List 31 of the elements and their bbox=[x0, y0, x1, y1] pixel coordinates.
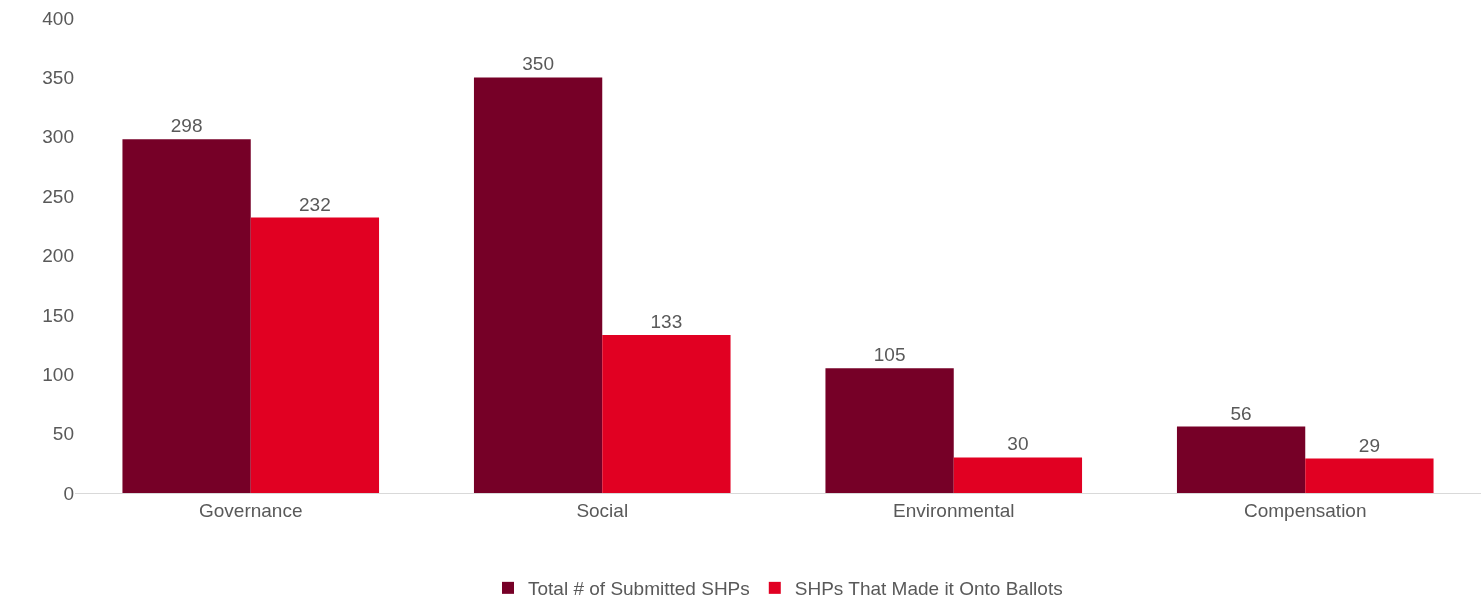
data-label: 350 bbox=[522, 53, 554, 75]
y-tick-label: 350 bbox=[42, 67, 74, 89]
bar bbox=[473, 77, 603, 493]
y-tick-label: 50 bbox=[52, 423, 74, 445]
bar bbox=[250, 217, 380, 493]
data-label: 232 bbox=[299, 193, 331, 215]
bar bbox=[953, 457, 1083, 493]
bar bbox=[1305, 458, 1434, 493]
y-tick-label: 0 bbox=[63, 482, 74, 504]
data-label: 133 bbox=[650, 311, 683, 333]
x-tick-label: Environmental bbox=[893, 499, 1015, 521]
y-tick-label: 300 bbox=[42, 126, 74, 148]
y-tick-label: 400 bbox=[42, 7, 74, 29]
bar bbox=[122, 139, 251, 493]
data-label: 105 bbox=[873, 344, 906, 366]
x-tick-label: Social bbox=[576, 499, 629, 521]
legend-label: Total # of Submitted SHPs bbox=[528, 578, 750, 600]
data-label: 30 bbox=[1007, 433, 1029, 455]
y-tick-label: 250 bbox=[42, 185, 74, 207]
y-tick-label: 200 bbox=[42, 245, 74, 267]
bar bbox=[1176, 426, 1306, 493]
data-label: 298 bbox=[170, 115, 203, 137]
y-tick-label: 100 bbox=[42, 363, 74, 385]
x-tick-label: Governance bbox=[198, 499, 303, 521]
data-label: 29 bbox=[1358, 434, 1380, 456]
y-tick-label: 150 bbox=[42, 304, 74, 326]
bar bbox=[825, 368, 954, 493]
bar bbox=[602, 335, 731, 493]
data-label: 56 bbox=[1230, 402, 1252, 424]
legend-label: SHPs That Made it Onto Ballots bbox=[794, 578, 1063, 600]
x-tick-label: Compensation bbox=[1243, 499, 1367, 521]
